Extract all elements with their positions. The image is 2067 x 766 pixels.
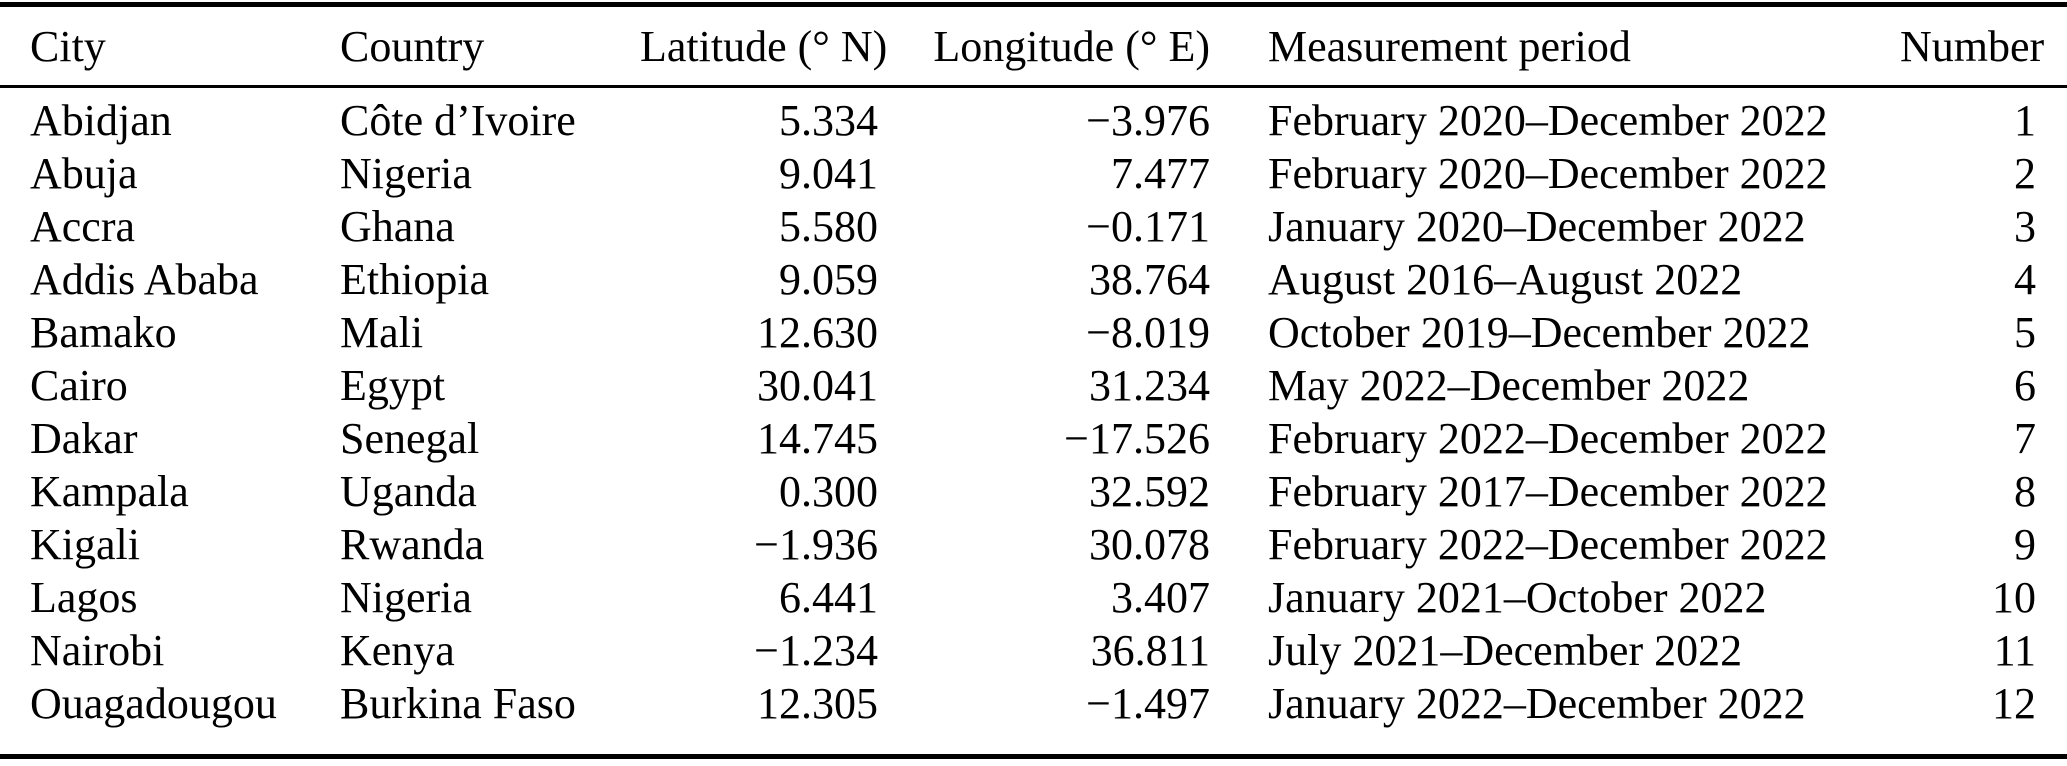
- cell-country: Rwanda: [340, 520, 485, 569]
- cell-country: Kenya: [340, 626, 455, 675]
- cell-period: February 2022–December 2022: [1268, 414, 1828, 463]
- cell-period: February 2017–December 2022: [1268, 467, 1828, 516]
- column-header-longitude: Longitude (° E): [878, 4, 1210, 88]
- cell-period: May 2022–December 2022: [1268, 361, 1750, 410]
- cell-latitude: 5.580: [779, 202, 878, 251]
- table-header: City Country Latitude (° N) Longitude (° E)…: [0, 4, 2067, 88]
- cell-longitude: 7.477: [1111, 149, 1210, 198]
- cell-period: February 2020–December 2022: [1268, 96, 1828, 145]
- cell-period: February 2020–December 2022: [1268, 149, 1828, 198]
- column-header-city: City: [0, 4, 340, 88]
- cell-period: July 2021–December 2022: [1268, 626, 1743, 675]
- cell-country: Egypt: [340, 361, 446, 410]
- column-header-country: Country: [340, 4, 640, 88]
- cell-city: Addis Ababa: [30, 255, 259, 304]
- cell-longitude: −1.497: [1086, 679, 1210, 728]
- cell-country: Burkina Faso: [340, 679, 576, 728]
- cell-number: 7: [2014, 414, 2036, 463]
- cell-latitude: 6.441: [779, 573, 878, 622]
- table-row: Ouagadougou Burkina Faso 12.305 −1.497 Janua…: [0, 677, 2067, 757]
- cell-latitude: 9.059: [779, 255, 878, 304]
- cell-number: 2: [2014, 149, 2036, 198]
- table-body: Abidjan Côte d’Ivoire 5.334 −3.976 February …: [0, 87, 2067, 757]
- table-row: Addis Ababa Ethiopia 9.059 38.764 August 201…: [0, 253, 2067, 306]
- cell-longitude: 36.811: [1090, 626, 1210, 675]
- cell-city: Accra: [30, 202, 136, 251]
- table-row: Kigali Rwanda −1.936 30.078 February 2022–De…: [0, 518, 2067, 571]
- cell-city: Abuja: [30, 149, 138, 198]
- cell-longitude: −8.019: [1086, 308, 1210, 357]
- cell-period: October 2019–December 2022: [1268, 308, 1811, 357]
- cell-period: January 2020–December 2022: [1268, 202, 1806, 251]
- cell-longitude: −0.171: [1086, 202, 1210, 251]
- table-row: Nairobi Kenya −1.234 36.811 July 2021–Decemb…: [0, 624, 2067, 677]
- cell-latitude: 12.305: [757, 679, 878, 728]
- cell-number: 12: [1992, 679, 2036, 728]
- table-row: Kampala Uganda 0.300 32.592 February 2017–De…: [0, 465, 2067, 518]
- table-row: Dakar Senegal 14.745 −17.526 February 2022–D…: [0, 412, 2067, 465]
- cell-longitude: −17.526: [1064, 414, 1210, 463]
- column-header-latitude: Latitude (° N): [640, 4, 887, 88]
- cell-country: Mali: [340, 308, 424, 357]
- cell-longitude: 32.592: [1089, 467, 1210, 516]
- cell-city: Cairo: [30, 361, 128, 410]
- cell-number: 3: [2014, 202, 2036, 251]
- table-row: Cairo Egypt 30.041 31.234 May 2022–December …: [0, 359, 2067, 412]
- cell-city: Dakar: [30, 414, 138, 463]
- table-row: Abidjan Côte d’Ivoire 5.334 −3.976 February …: [0, 87, 2067, 148]
- cell-number: 5: [2014, 308, 2036, 357]
- cell-longitude: −3.976: [1086, 96, 1210, 145]
- cell-city: Lagos: [30, 573, 138, 622]
- cell-number: 9: [2014, 520, 2036, 569]
- cell-city: Kampala: [30, 467, 189, 516]
- cell-latitude: 0.300: [779, 467, 878, 516]
- cell-number: 10: [1992, 573, 2036, 622]
- cell-city: Ouagadougou: [30, 679, 277, 728]
- cell-latitude: 12.630: [757, 308, 878, 357]
- cell-longitude: 30.078: [1089, 520, 1210, 569]
- table-row: Accra Ghana 5.580 −0.171 January 2020–Decemb…: [0, 200, 2067, 253]
- cell-country: Côte d’Ivoire: [340, 96, 576, 145]
- cell-number: 8: [2014, 467, 2036, 516]
- cell-longitude: 31.234: [1089, 361, 1210, 410]
- cell-period: January 2021–October 2022: [1268, 573, 1767, 622]
- cell-country: Nigeria: [340, 149, 472, 198]
- cell-number: 1: [2014, 96, 2036, 145]
- table-row: Abuja Nigeria 9.041 7.477 February 2020–Dece…: [0, 147, 2067, 200]
- cell-city: Abidjan: [30, 96, 172, 145]
- table-row: Bamako Mali 12.630 −8.019 October 2019–Decem…: [0, 306, 2067, 359]
- column-header-period: Measurement period: [1210, 4, 1900, 88]
- cell-period: August 2016–August 2022: [1268, 255, 1743, 304]
- column-header-number: Number: [1900, 4, 2067, 88]
- cell-country: Nigeria: [340, 573, 472, 622]
- table-header-row: City Country Latitude (° N) Longitude (° E)…: [0, 4, 2067, 88]
- cell-country: Senegal: [340, 414, 480, 463]
- cell-latitude: −1.936: [754, 520, 878, 569]
- cell-country: Uganda: [340, 467, 477, 516]
- cell-number: 6: [2014, 361, 2036, 410]
- cell-city: Nairobi: [30, 626, 165, 675]
- cell-country: Ghana: [340, 202, 455, 251]
- cell-city: Kigali: [30, 520, 140, 569]
- cell-longitude: 3.407: [1111, 573, 1210, 622]
- cell-city: Bamako: [30, 308, 177, 357]
- cell-period: January 2022–December 2022: [1268, 679, 1806, 728]
- cell-latitude: 14.745: [757, 414, 878, 463]
- cell-latitude: −1.234: [754, 626, 878, 675]
- cell-number: 4: [2014, 255, 2036, 304]
- cell-number: 11: [1993, 626, 2036, 675]
- cell-latitude: 5.334: [779, 96, 878, 145]
- cell-latitude: 9.041: [779, 149, 878, 198]
- table-row: Lagos Nigeria 6.441 3.407 January 2021–Octob…: [0, 571, 2067, 624]
- cell-latitude: 30.041: [757, 361, 878, 410]
- cell-country: Ethiopia: [340, 255, 490, 304]
- cell-period: February 2022–December 2022: [1268, 520, 1828, 569]
- cell-longitude: 38.764: [1089, 255, 1210, 304]
